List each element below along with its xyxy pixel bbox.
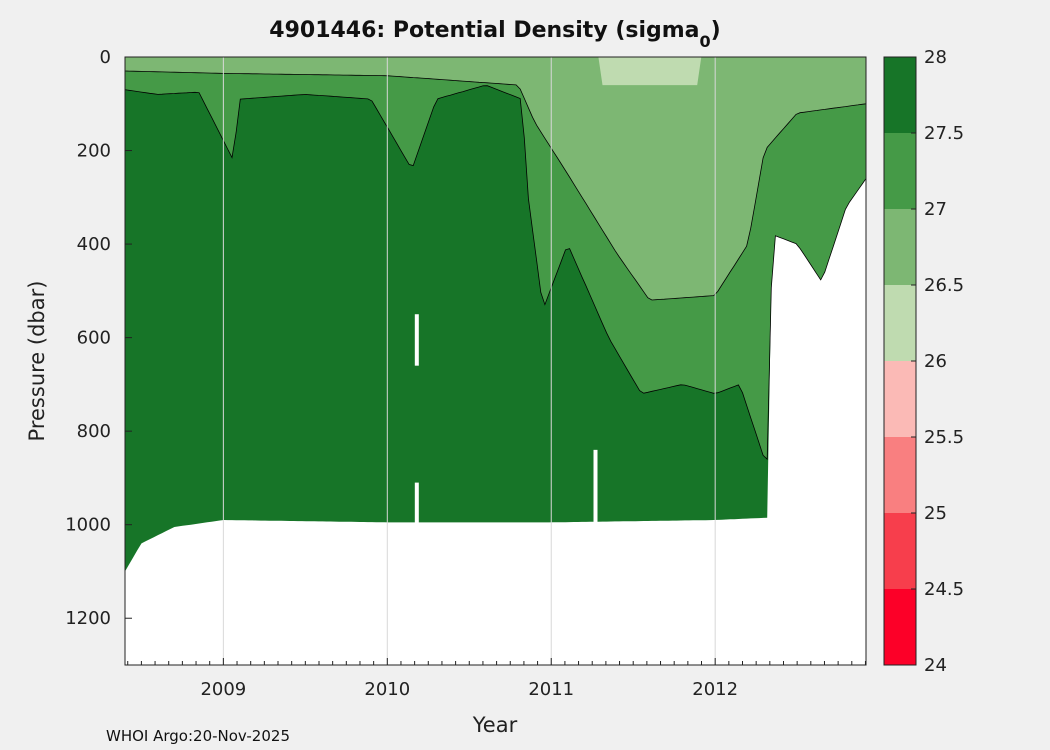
isopycnal-27.5: [125, 85, 866, 461]
y-tick-label: 1000: [65, 515, 111, 536]
colorbar-tick-label: 24.5: [924, 579, 964, 600]
density-field: [125, 57, 866, 572]
band-27-27.5: [125, 71, 866, 460]
y-tick-label: 0: [100, 47, 111, 68]
colorbar-tick-label: 28: [924, 47, 947, 68]
band-26.5-27: [125, 57, 866, 300]
y-tick-label: 800: [77, 421, 111, 442]
x-tick-label: 2012: [692, 679, 738, 700]
missing-data-gap: [414, 482, 419, 525]
colorbar-swatch: [884, 133, 916, 209]
footer-timestamp: WHOI Argo:20-Nov-2025: [106, 727, 290, 745]
colorbar-swatch: [884, 361, 916, 437]
colorbar-tick-label: 26: [924, 351, 947, 372]
colorbar: 28 27.5 27 26.5 26 25.5 25 24.5 24: [883, 47, 964, 676]
colorbar-tick-label: 26.5: [924, 275, 964, 296]
colorbar-tick-label: 24: [924, 655, 947, 676]
colorbar-swatch: [884, 57, 916, 133]
y-axis-label: Pressure (dbar): [25, 281, 49, 442]
colorbar-swatch: [884, 285, 916, 361]
colorbar-tick-label: 27: [924, 199, 947, 220]
band-27.5-28: [125, 85, 866, 572]
plot-frame: [124, 56, 867, 666]
y-axis: 0 200 400 600 800 1000 1200: [65, 47, 132, 629]
missing-data-gap: [593, 449, 598, 525]
isopycnal-27: [125, 70, 866, 301]
colorbar-tick-label: 25.5: [924, 427, 964, 448]
y-tick-label: 200: [77, 141, 111, 162]
x-gridlines: [222, 57, 716, 665]
chart-title: 4901446: Potential Density (sigma0): [269, 18, 720, 51]
x-axis-label: Year: [472, 713, 518, 737]
band-26-26.5: [125, 57, 866, 86]
x-axis: 2009 2010 2011 2012: [127, 658, 866, 700]
x-tick-label: 2010: [364, 679, 410, 700]
x-tick-label: 2009: [200, 679, 246, 700]
y-tick-label: 400: [77, 234, 111, 255]
colorbar-tick-label: 25: [924, 503, 947, 524]
y-tick-label: 1200: [65, 608, 111, 629]
y-tick-label: 600: [77, 328, 111, 349]
colorbar-swatch: [884, 209, 916, 285]
colorbar-swatch: [884, 513, 916, 589]
x-tick-label: 2011: [528, 679, 574, 700]
colorbar-tick-label: 27.5: [924, 123, 964, 144]
colorbar-swatch: [884, 437, 916, 513]
colorbar-swatch: [884, 589, 916, 665]
missing-data-gap: [414, 314, 419, 366]
